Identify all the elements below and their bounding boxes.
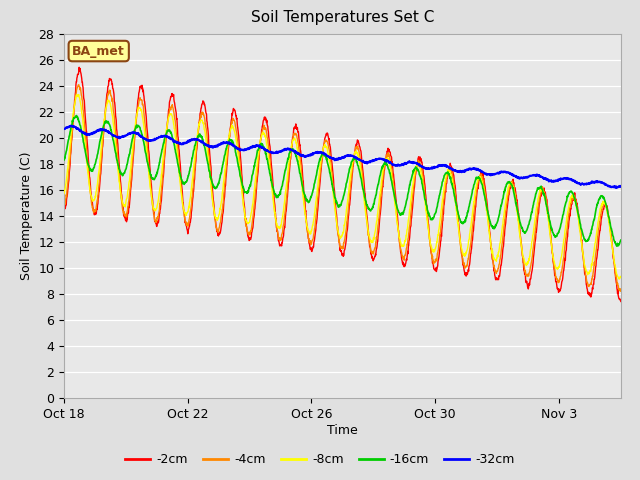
X-axis label: Time: Time	[327, 424, 358, 437]
Title: Soil Temperatures Set C: Soil Temperatures Set C	[251, 11, 434, 25]
Text: BA_met: BA_met	[72, 45, 125, 58]
Y-axis label: Soil Temperature (C): Soil Temperature (C)	[20, 152, 33, 280]
Legend: -2cm, -4cm, -8cm, -16cm, -32cm: -2cm, -4cm, -8cm, -16cm, -32cm	[120, 448, 520, 471]
